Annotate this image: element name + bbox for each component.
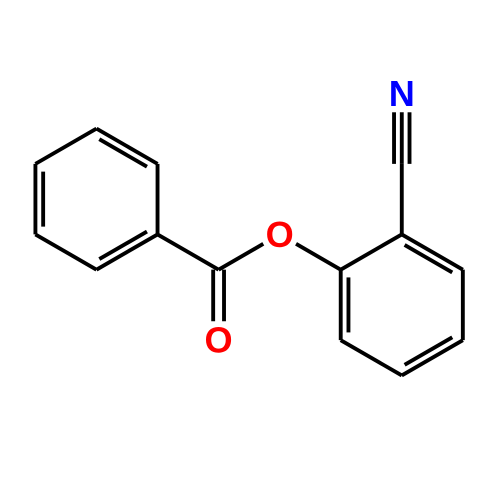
bond-line: [296, 244, 341, 270]
bond-line: [341, 340, 402, 375]
bond-line: [96, 234, 157, 269]
bond-line: [96, 129, 157, 164]
molecule-canvas: O O N: [0, 0, 500, 500]
bond-line: [35, 129, 96, 164]
atom-label-O: O: [205, 320, 233, 361]
atom-label-N: N: [389, 73, 415, 114]
bond-line: [35, 234, 96, 269]
bond-line: [402, 340, 463, 375]
bond-line: [219, 244, 264, 270]
bond-line: [402, 234, 463, 269]
bond-line: [341, 234, 402, 269]
bond-line: [158, 234, 219, 269]
atom-label-O: O: [266, 214, 294, 255]
